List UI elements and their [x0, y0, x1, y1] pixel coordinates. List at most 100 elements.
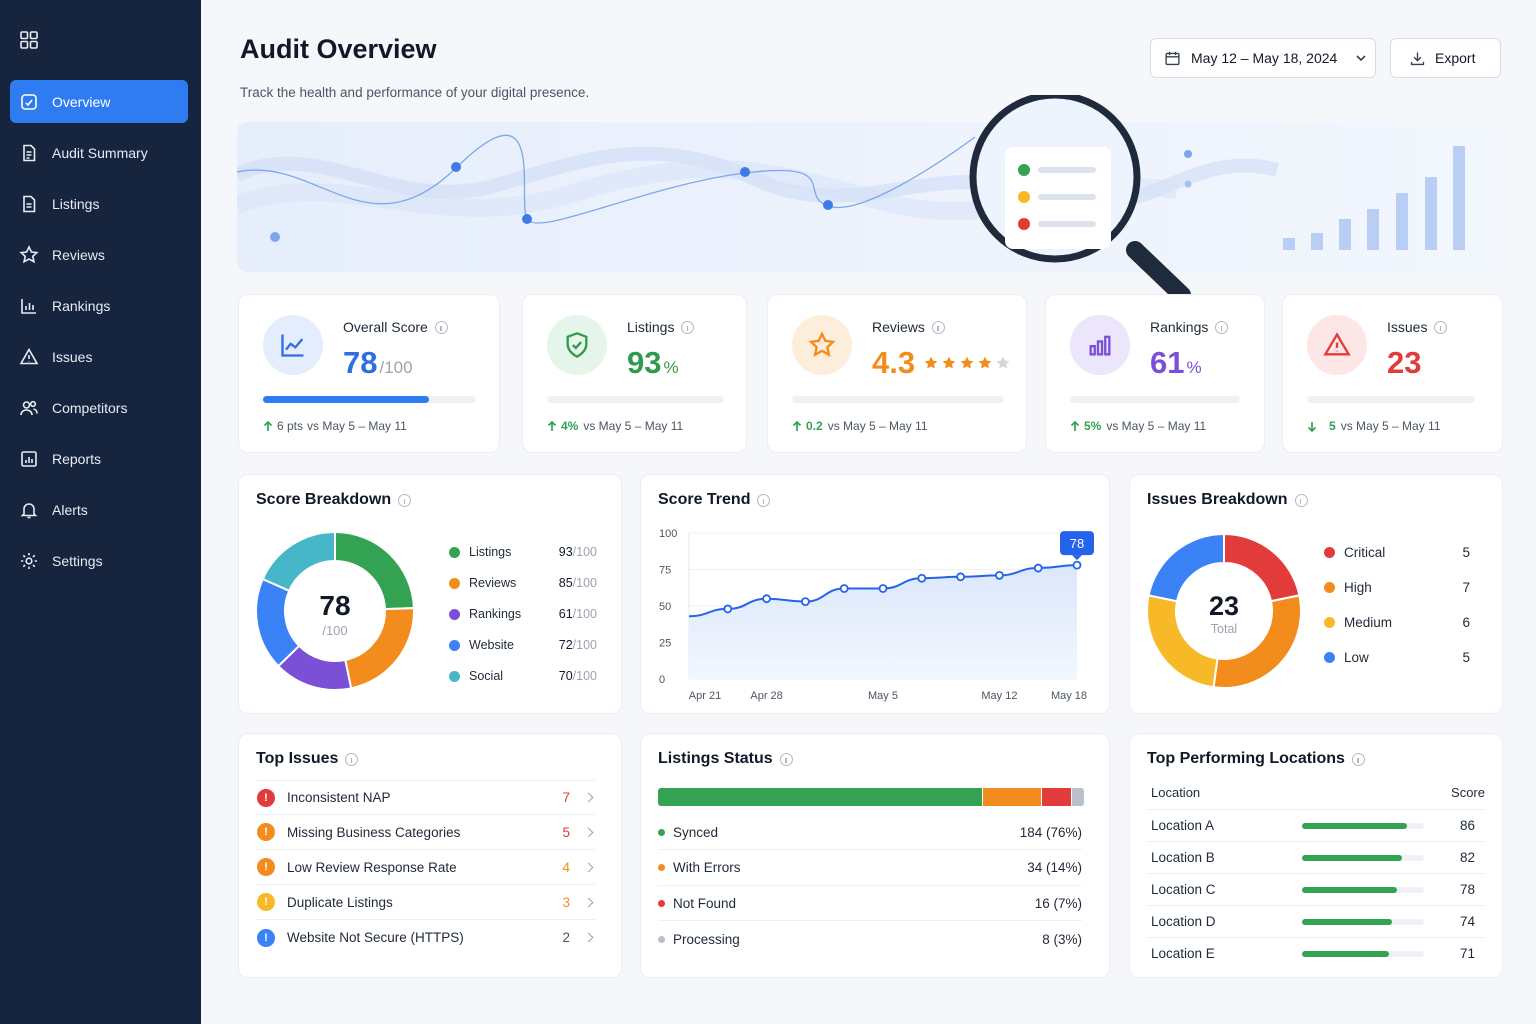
issue-count: 2	[562, 930, 570, 945]
issue-row[interactable]: ! Duplicate Listings 3	[256, 885, 596, 920]
legend-value: 6	[1462, 615, 1470, 630]
location-row[interactable]: Location C 78	[1147, 873, 1485, 905]
download-icon	[1410, 52, 1425, 65]
location-score-fill	[1302, 918, 1393, 925]
rating-star-icon	[924, 356, 938, 369]
location-score: 78	[1459, 882, 1475, 897]
legend-item: Medium 6	[1324, 615, 1470, 630]
status-value: 184 (76%)	[1019, 824, 1082, 840]
info-icon[interactable]	[1215, 320, 1229, 334]
card-title: Score Breakdown	[256, 491, 412, 509]
sidebar-item-overview[interactable]: Overview	[10, 80, 188, 123]
sidebar-item-reviews[interactable]: Reviews	[10, 233, 188, 276]
status-label: Synced	[673, 824, 719, 840]
calendar-icon	[1165, 51, 1180, 65]
status-bar-segment	[658, 788, 982, 806]
location-score-bar	[1302, 822, 1424, 829]
location-row[interactable]: Location E 71	[1147, 937, 1485, 969]
chevron-right-icon[interactable]	[583, 862, 594, 872]
info-icon[interactable]	[1351, 752, 1365, 766]
kpi-delta: 5 vs May 5 – May 11	[1307, 419, 1441, 433]
sidebar-item-alerts[interactable]: Alerts	[10, 488, 188, 531]
issue-name: Duplicate Listings	[287, 894, 393, 910]
issues-donut-chart: 23 Total	[1146, 533, 1302, 689]
legend-label: High	[1344, 580, 1372, 595]
info-icon[interactable]	[1294, 493, 1308, 507]
legend-dot	[449, 608, 460, 620]
banner-bars	[1283, 146, 1465, 250]
app-grid-icon[interactable]	[19, 30, 39, 50]
kpi-value: 4.3	[872, 345, 1013, 381]
chevron-right-icon[interactable]	[583, 792, 594, 803]
trend-callout-pointer	[1072, 555, 1082, 561]
location-row[interactable]: Location D 74	[1147, 905, 1485, 937]
sidebar-item-rankings[interactable]: Rankings	[10, 284, 188, 327]
sidebar-item-listings[interactable]: Listings	[10, 182, 188, 225]
alert-icon: !	[257, 928, 275, 947]
legend-max: /100	[572, 638, 597, 652]
location-row[interactable]: Location B 82	[1147, 841, 1485, 873]
location-score: 86	[1459, 818, 1475, 833]
location-row[interactable]: Location A 86	[1147, 809, 1485, 841]
issue-row[interactable]: ! Inconsistent NAP 7	[256, 780, 596, 815]
chevron-right-icon[interactable]	[583, 827, 594, 837]
score-donut-chart: 78 /100	[255, 531, 415, 691]
kpi-compare: vs May 5 – May 11	[1340, 419, 1441, 433]
issue-count: 4	[562, 859, 570, 875]
info-icon[interactable]	[779, 752, 793, 766]
card-title-text: Score Breakdown	[256, 491, 392, 508]
legend-label: Critical	[1344, 545, 1386, 560]
legend-score: 93	[558, 545, 573, 559]
legend-value: 5	[1462, 545, 1470, 560]
chevron-right-icon[interactable]	[583, 932, 594, 943]
kpi-value: 23	[1387, 345, 1421, 381]
issue-row[interactable]: ! Website Not Secure (HTTPS) 2	[256, 920, 596, 955]
legend-value: 93/100	[559, 545, 597, 559]
gear-icon	[21, 552, 37, 569]
listings-status-bar	[658, 788, 1084, 806]
sidebar-item-competitors[interactable]: Competitors	[10, 386, 188, 429]
info-icon[interactable]	[1434, 320, 1448, 334]
column-header-score: Score	[1451, 785, 1485, 800]
sidebar-item-issues[interactable]: Issues	[10, 335, 188, 378]
kpi-label: Listings	[627, 319, 695, 335]
bar-chart-icon	[1070, 315, 1130, 375]
legend-value: 61/100	[559, 607, 597, 621]
info-icon[interactable]	[398, 493, 412, 507]
card-title-text: Listings Status	[658, 750, 773, 767]
kpi-label-text: Listings	[627, 319, 675, 335]
info-icon[interactable]	[345, 752, 359, 766]
donut-segment	[255, 577, 301, 668]
info-icon[interactable]	[681, 320, 695, 334]
export-button[interactable]: Export	[1390, 38, 1501, 78]
info-icon[interactable]	[434, 320, 448, 334]
kpi-label: Rankings	[1150, 319, 1229, 335]
sidebar-item-reports[interactable]: Reports	[10, 437, 188, 480]
kpi-delta: 4% vs May 5 – May 11	[547, 419, 683, 433]
donut-center-label: /100	[322, 623, 347, 638]
users-icon	[20, 400, 38, 415]
issue-row[interactable]: ! Low Review Response Rate 4	[256, 850, 596, 885]
sidebar-item-audit-summary[interactable]: Audit Summary	[10, 131, 188, 174]
legend-value: 72/100	[559, 638, 597, 652]
issue-name: Website Not Secure (HTTPS)	[287, 930, 464, 945]
info-icon[interactable]	[757, 493, 771, 507]
sidebar-item-label: Listings	[52, 195, 100, 212]
info-icon[interactable]	[931, 320, 945, 334]
chevron-down-icon	[1356, 55, 1366, 62]
overview-icon	[21, 93, 37, 110]
legend-label: Medium	[1344, 615, 1393, 630]
location-score-bar	[1302, 918, 1424, 925]
magnifier-icon	[969, 95, 1191, 295]
date-range-picker[interactable]: May 12 – May 18, 2024	[1150, 38, 1376, 78]
chevron-right-icon[interactable]	[583, 897, 594, 907]
sidebar-item-settings[interactable]: Settings	[10, 539, 188, 582]
location-score-fill	[1302, 886, 1398, 893]
kpi-progress-bar	[547, 396, 724, 403]
kpi-compare: vs May 5 – May 11	[583, 419, 684, 433]
status-dot	[658, 828, 665, 836]
kpi-delta: 5% vs May 5 – May 11	[1070, 419, 1206, 433]
issue-row[interactable]: ! Missing Business Categories 5	[256, 815, 596, 850]
location-score-bar	[1302, 886, 1424, 893]
rating-stars	[923, 355, 1013, 371]
